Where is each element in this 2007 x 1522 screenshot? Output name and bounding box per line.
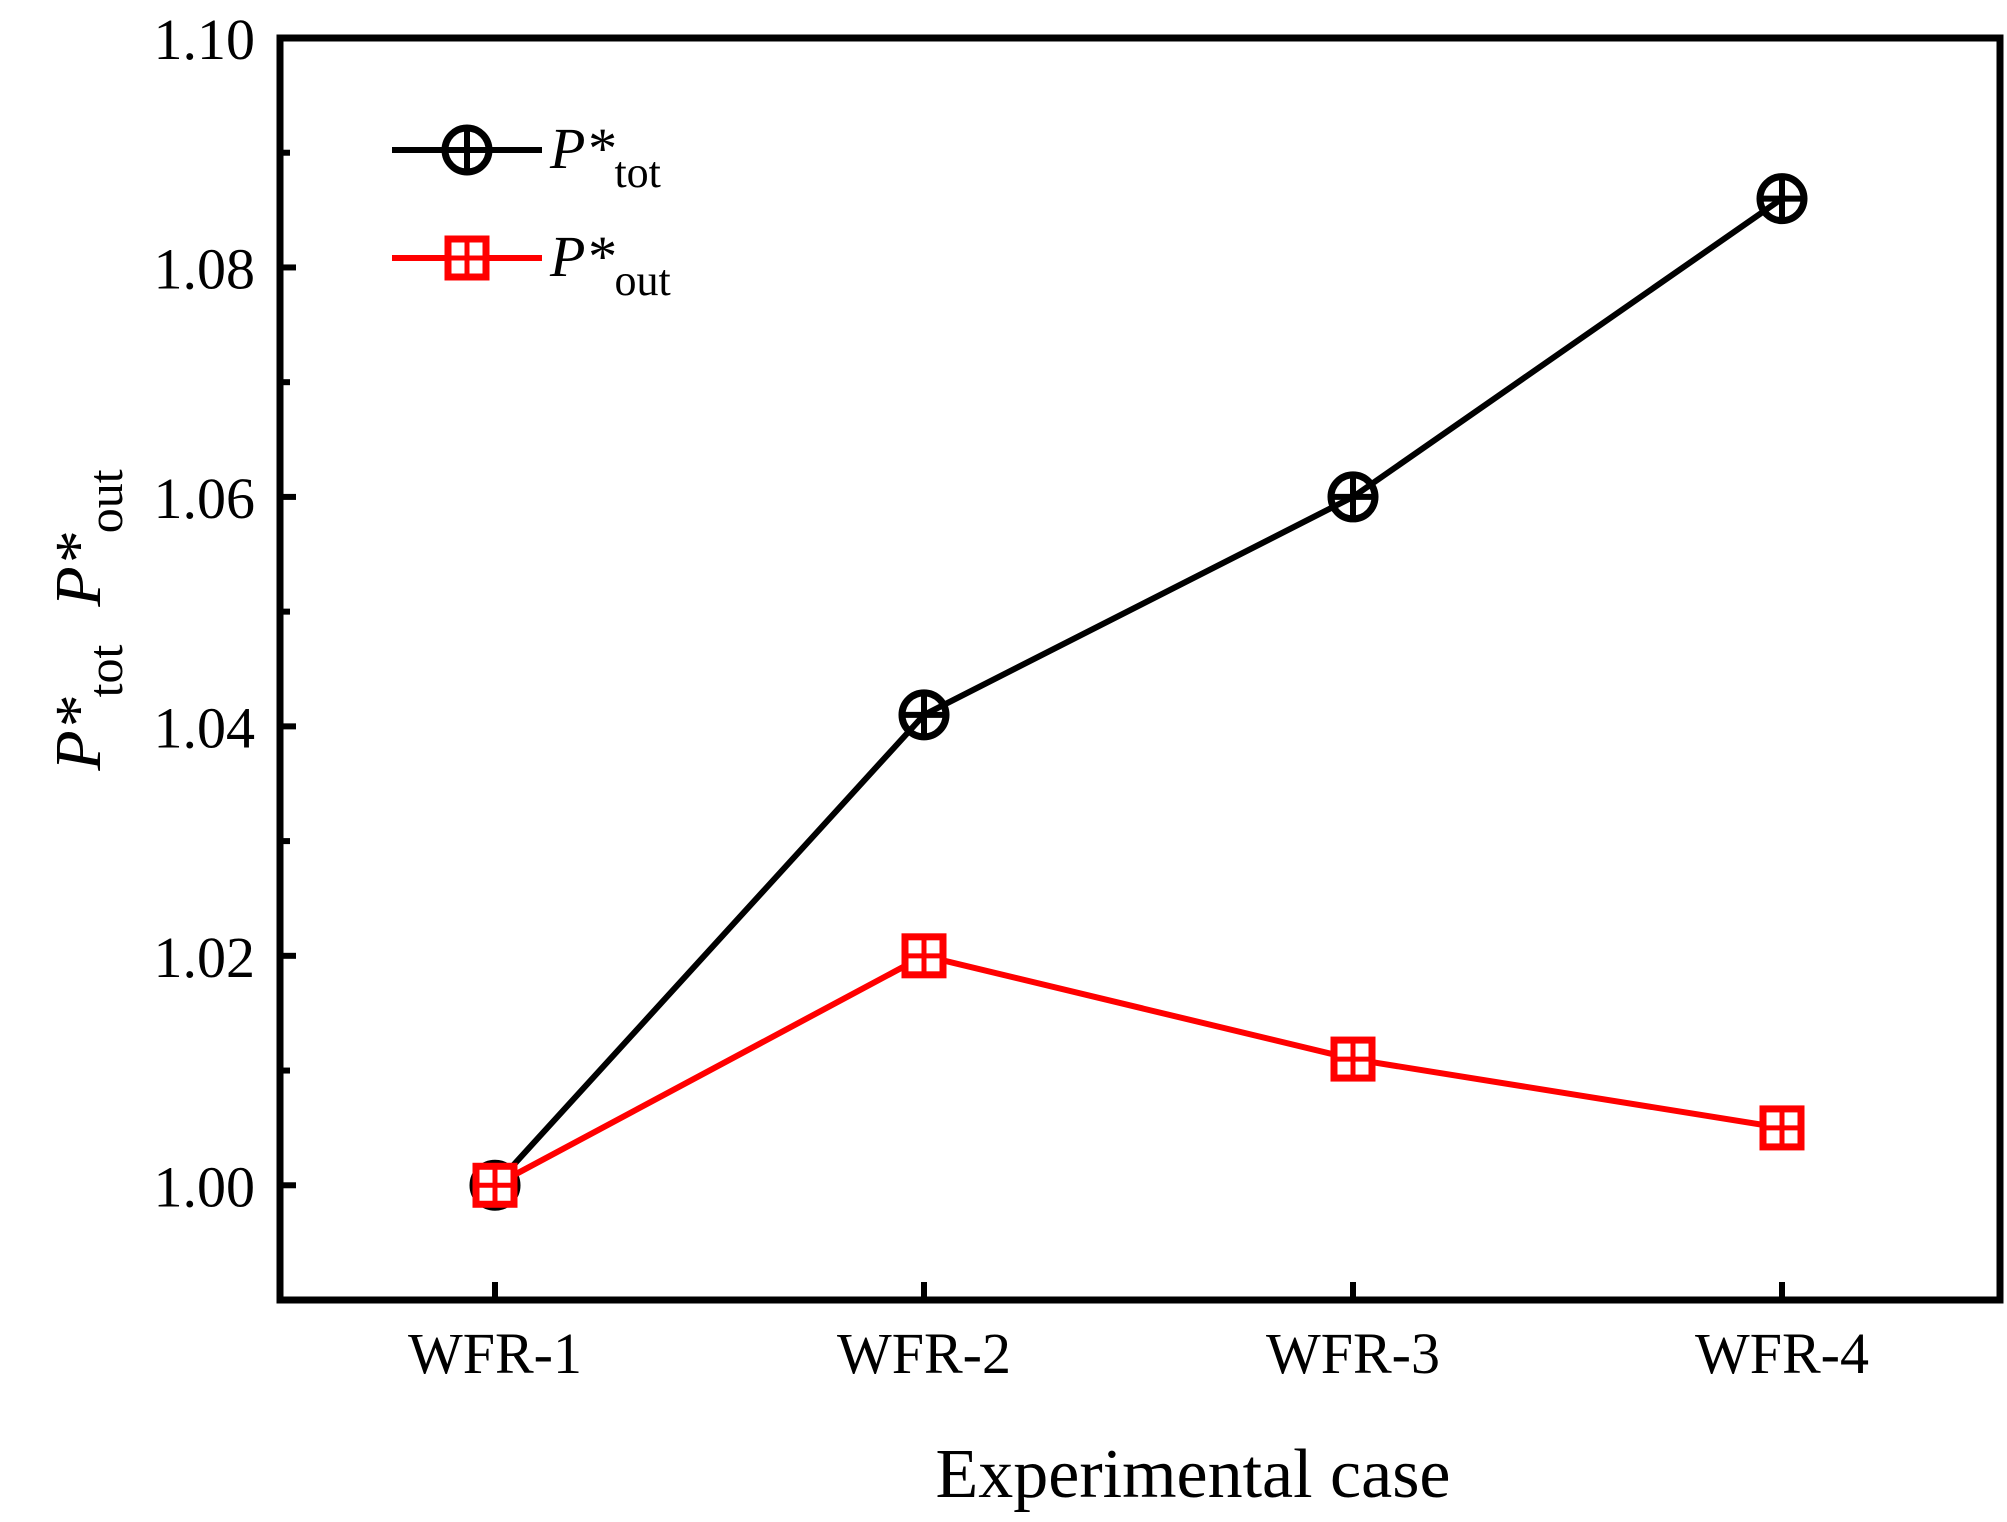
data-point [472, 1162, 518, 1208]
x-tick-label: WFR-4 [1695, 1321, 1869, 1386]
y-tick-label: 1.06 [154, 466, 256, 531]
legend-label: P*out [549, 224, 671, 305]
y-tick-label: 1.10 [154, 7, 256, 72]
series-line [492, 196, 1784, 1188]
x-axis-title: Experimental case [935, 1436, 1450, 1513]
y-axis-title: P*totP*out [42, 469, 133, 771]
x-axis: WFR-1 WFR-2 WFR-3 WFR-4 [408, 1282, 1869, 1386]
plot-border [276, 34, 2004, 1304]
legend: P*tot P*out [392, 116, 671, 305]
legend-item: P*tot [392, 116, 661, 197]
series-layer [469, 173, 1808, 1211]
data-point [898, 689, 950, 741]
x-tick-label: WFR-2 [837, 1321, 1011, 1386]
legend-item: P*out [392, 224, 671, 305]
data-point [1759, 1105, 1805, 1151]
y-tick-label: 1.02 [154, 925, 256, 990]
x-tick-label: WFR-1 [408, 1321, 582, 1386]
series-line [493, 952, 1783, 1188]
y-tick-label: 1.00 [154, 1154, 256, 1219]
legend-label: P*tot [549, 116, 661, 197]
legend-marker [444, 235, 490, 281]
y-tick-label: 1.08 [154, 236, 256, 301]
series-p-out [472, 933, 1805, 1208]
data-point [1327, 471, 1379, 523]
data-point [1330, 1036, 1376, 1082]
x-tick-label: WFR-3 [1266, 1321, 1440, 1386]
legend-marker [441, 124, 493, 176]
plot-frame [276, 34, 2004, 1304]
y-axis-title-text: P*totP*out [42, 469, 133, 771]
y-tick-label: 1.04 [154, 695, 256, 760]
series-p-tot [469, 173, 1808, 1211]
data-point [1756, 173, 1808, 225]
data-point [901, 933, 947, 979]
y-axis: 1.00 1.02 1.04 1.06 1.08 1.10 [154, 7, 296, 1219]
